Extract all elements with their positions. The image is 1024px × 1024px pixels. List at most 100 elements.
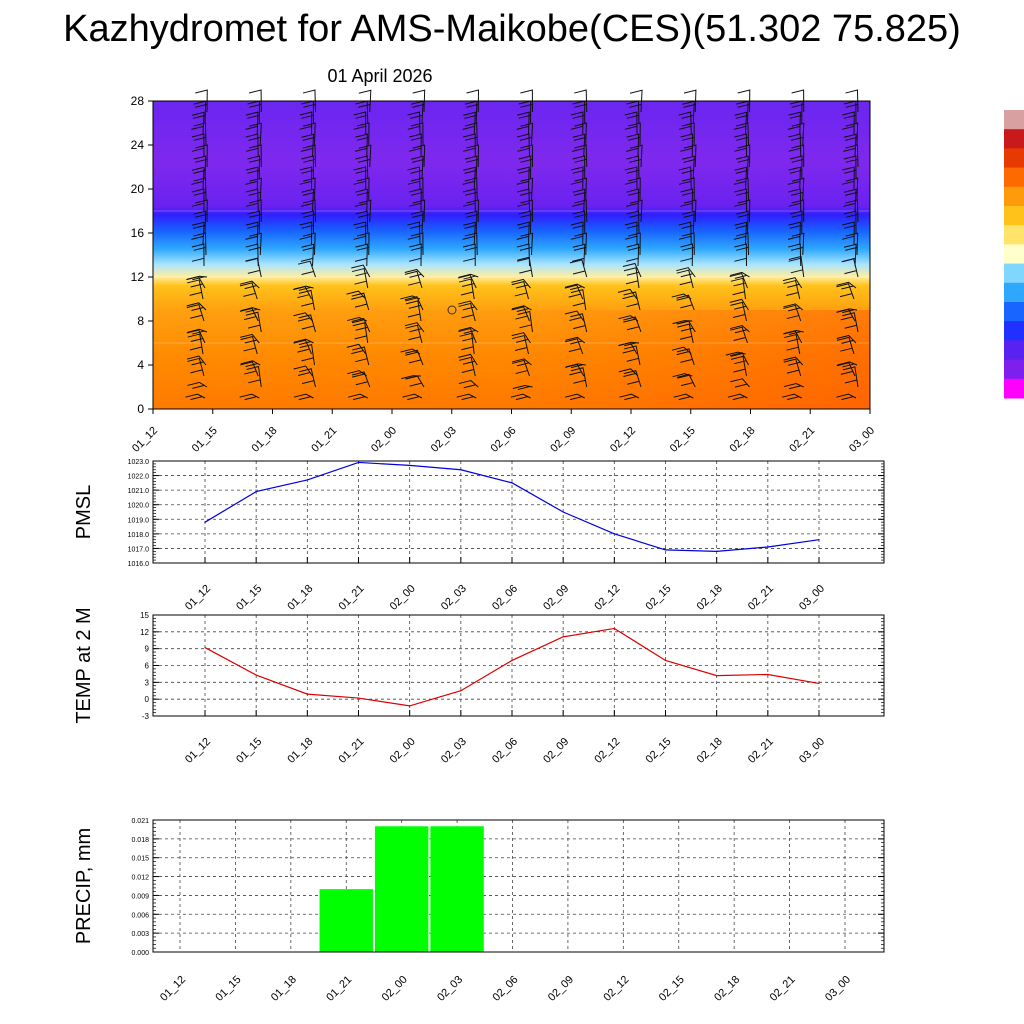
wind-barb (788, 188, 802, 212)
wind-barb (240, 336, 258, 355)
wind-barb (511, 332, 531, 344)
wind-barb (782, 277, 803, 289)
x-tick-label: 01_12 (183, 736, 213, 766)
y-tick-label: 8 (137, 314, 144, 328)
wind-barb (191, 111, 205, 135)
colorbar-swatch (1004, 110, 1024, 130)
colorbar-swatch (1004, 206, 1024, 226)
temp-point (818, 682, 820, 685)
x-tick-label: 02_00 (380, 974, 410, 1004)
wind-barb (843, 188, 857, 212)
colorbar-swatch (1004, 282, 1024, 303)
calm-wind-circle (447, 305, 457, 315)
wind-barb (347, 370, 368, 378)
wind-barb (574, 144, 588, 168)
wind-barb (624, 221, 638, 245)
wind-barb (673, 393, 694, 401)
colorbar-swatch (1004, 129, 1024, 149)
pmsl-point (306, 479, 308, 481)
wind-barb (627, 232, 641, 256)
wind-barb (727, 393, 748, 401)
wind-barb (516, 243, 530, 267)
wind-barb (245, 133, 259, 157)
wind-barb (245, 166, 259, 190)
wind-barb (572, 188, 586, 212)
wind-barb (841, 111, 855, 135)
wind-barb (246, 365, 262, 388)
wind-barb (302, 89, 316, 113)
wind-barb (788, 133, 802, 157)
colorbar-swatch (1004, 302, 1024, 322)
temp-point (204, 646, 206, 649)
wind-barb (193, 210, 207, 234)
wind-barb (410, 210, 424, 234)
wind-barb (301, 210, 314, 234)
wind-barb (355, 210, 369, 234)
wind-barb (570, 367, 588, 388)
wind-barb (293, 285, 314, 291)
pmsl-point (511, 482, 513, 484)
wind-barb (573, 232, 587, 256)
wind-barb (401, 375, 422, 380)
wind-barb (346, 290, 367, 300)
wind-barb (351, 317, 371, 333)
wind-barb (464, 232, 478, 256)
wind-barb (672, 373, 693, 379)
x-tick-label: 02_09 (541, 736, 571, 766)
x-tick-label: 02_06 (490, 736, 520, 766)
wind-barb (245, 221, 259, 245)
wind-barb (511, 358, 532, 367)
wind-barb (352, 322, 369, 344)
wind-barb (782, 393, 802, 401)
wind-barb (239, 307, 259, 322)
wind-barb (293, 339, 312, 355)
temp-point (716, 675, 718, 677)
temp-point (767, 673, 769, 676)
wind-barb (186, 302, 207, 311)
precip-bar (319, 889, 373, 952)
y-tick-label: 24 (131, 138, 145, 152)
wind-barb (783, 358, 802, 377)
wind-barb (300, 243, 315, 267)
y-axis-label: PMSL (73, 485, 95, 539)
chart-title: Kazhydromet for AMS-Maikobe(CES)(51.302 … (63, 8, 961, 50)
wind-barb (358, 89, 372, 113)
wind-barb (351, 292, 370, 311)
wind-barb (680, 243, 694, 267)
wind-barb (408, 243, 422, 267)
y-tick-label: 0.021 (131, 818, 149, 825)
wind-barb (459, 332, 475, 355)
wind-barb (681, 232, 695, 256)
wind-barb (734, 243, 747, 267)
wind-barb (293, 338, 314, 346)
wind-barb (623, 267, 640, 289)
wind-barb (791, 199, 805, 223)
y-tick-label: 1021.0 (128, 488, 150, 495)
wind-barb (676, 373, 696, 388)
wind-barb (678, 166, 692, 190)
wind-barb (787, 111, 801, 135)
wind-barb (354, 133, 368, 157)
wind-barb (735, 155, 749, 179)
wind-barb (191, 221, 205, 245)
x-tick-label: 03_00 (823, 974, 853, 1004)
precip-bar (374, 826, 429, 952)
wind-barb (730, 378, 750, 388)
wind-barb (619, 341, 640, 347)
wind-barb (729, 272, 748, 289)
wind-barb (298, 260, 316, 278)
wind-barb (836, 362, 856, 377)
wind-barb (248, 199, 262, 223)
wind-barb (623, 316, 642, 333)
wind-barb (358, 144, 372, 168)
wind-barb (511, 281, 529, 300)
wind-barb (783, 304, 802, 322)
wind-barb (791, 232, 805, 256)
pmsl-point (818, 539, 820, 541)
wind-barb (300, 133, 315, 157)
wind-barb (464, 122, 478, 146)
y-tick-label: -3 (142, 712, 150, 721)
wind-barb (519, 177, 534, 201)
colorbar-swatch (1004, 148, 1024, 169)
